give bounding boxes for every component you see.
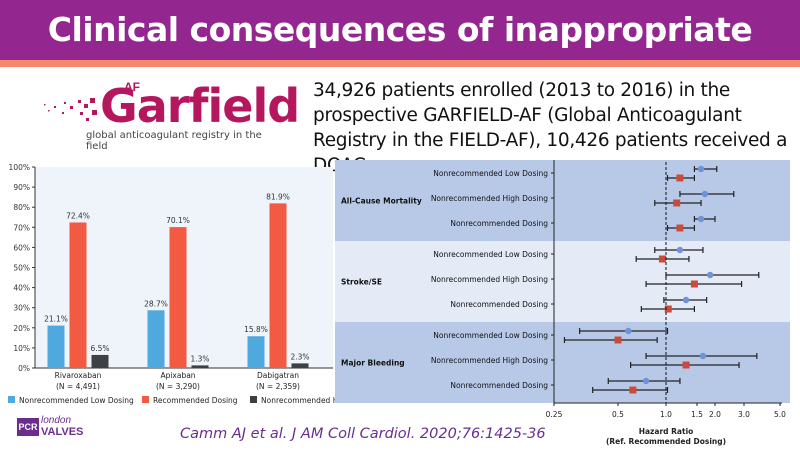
title-underline-strip <box>0 60 800 67</box>
pcr-london-text: london <box>41 415 72 426</box>
logo-particles-icon <box>44 98 97 121</box>
unadjusted-point <box>642 377 650 385</box>
group-band <box>335 322 790 403</box>
row-label: Nonrecommended Dosing <box>450 219 548 228</box>
dosing-bar-chart: 0% 10% 20% 30% 40% 50% 60% 70% 80% 90% 100% 21.1% 72… <box>8 163 335 405</box>
unadjusted-point <box>682 296 690 304</box>
bar <box>191 365 209 368</box>
adjusted-point <box>676 224 684 232</box>
adjusted-point <box>676 174 684 182</box>
legend-label: Nonrecommended High Dosing <box>261 396 335 405</box>
adjusted-point <box>673 199 681 207</box>
y-tick-label: 100% <box>9 163 30 172</box>
pcr-valves-text: VALVES <box>41 426 84 438</box>
bar <box>147 310 165 368</box>
citation: Camm AJ et al. J AM Coll Cardiol. 2020;7… <box>180 426 546 442</box>
logo-af-text: AF <box>124 80 140 94</box>
adjusted-point <box>658 255 666 263</box>
x-category-label: Dabigatran <box>257 371 299 380</box>
y-tick-label: 10% <box>13 344 30 353</box>
x-tick-label: 3.0 <box>738 410 750 419</box>
y-tick-label: 80% <box>13 203 30 212</box>
x-axis-subtitle: (Ref. Recommended Dosing) <box>606 437 726 446</box>
legend-swatch <box>8 396 15 403</box>
x-category-label: Rivaroxaban <box>55 371 102 380</box>
adjusted-point <box>614 336 622 344</box>
bar-value-label: 2.3% <box>290 352 309 361</box>
row-label: Nonrecommended High Dosing <box>431 356 548 365</box>
bar-value-label: 28.7% <box>144 299 168 308</box>
bar-value-label: 72.4% <box>66 211 90 220</box>
x-category-label: Apixaban <box>160 371 195 380</box>
x-tick-label: 0.25 <box>546 410 563 419</box>
bar-value-label: 15.8% <box>244 325 268 334</box>
x-tick-label: 0.5 <box>612 410 624 419</box>
logo-tagline: global anticoagulant registry in the fie… <box>86 130 262 152</box>
unadjusted-point <box>625 327 632 335</box>
row-label: Nonrecommended High Dosing <box>431 194 548 203</box>
row-label: Nonrecommended Low Dosing <box>433 169 548 178</box>
y-tick-label: 60% <box>13 243 30 252</box>
bar <box>269 203 287 368</box>
group-label: Major Bleeding <box>341 359 405 368</box>
y-tick-label: 50% <box>13 264 30 273</box>
bar-value-label: 70.1% <box>166 216 190 225</box>
y-tick-label: 20% <box>13 324 30 333</box>
group-band <box>335 160 790 241</box>
hazard-ratio-forest-plot: All-Cause Mortality Nonrecommended Low Do… <box>335 160 790 446</box>
y-tick-label: 30% <box>13 304 30 313</box>
adjusted-point <box>664 305 672 313</box>
bar <box>47 325 65 368</box>
unadjusted-point <box>676 246 684 254</box>
legend-label: Recommended Dosing <box>153 396 238 405</box>
bar <box>91 354 109 368</box>
unadjusted-point <box>697 215 705 223</box>
bar <box>291 363 309 368</box>
x-tick-label: 5.0 <box>774 410 786 419</box>
legend-label: Nonrecommended Low Dosing <box>19 396 134 405</box>
page-title: Clinical consequences of inappropriate d… <box>47 10 753 109</box>
y-tick-label: 70% <box>13 223 30 232</box>
bar-value-label: 21.1% <box>44 315 68 324</box>
bar-value-label: 6.5% <box>90 344 109 353</box>
row-label: Nonrecommended Dosing <box>450 381 548 390</box>
y-tick-label: 0% <box>18 364 30 373</box>
row-label: Nonrecommended Dosing <box>450 300 548 309</box>
adjusted-point <box>682 361 690 369</box>
x-axis-title: Hazard Ratio <box>639 427 694 436</box>
x-category-n: (N = 2,359) <box>256 382 300 391</box>
x-tick-label: 2.0 <box>709 410 721 419</box>
x-category-n: (N = 4,491) <box>56 382 100 391</box>
garfield-af-logo: AF Garfield global anticoagulant registr… <box>40 80 300 152</box>
y-tick-label: 40% <box>13 284 30 293</box>
logo-wordmark: Garfield <box>100 79 300 133</box>
bar <box>247 336 265 368</box>
x-category-n: (N = 3,290) <box>156 382 200 391</box>
x-tick-label: 1.5 <box>691 410 703 419</box>
pcr-london-valves-logo: PCR london VALVES <box>17 415 97 440</box>
bar-value-label: 81.9% <box>266 192 290 201</box>
bar <box>169 227 187 368</box>
legend-swatch <box>142 396 149 403</box>
row-label: Nonrecommended High Dosing <box>431 275 548 284</box>
x-tick-label: 1.0 <box>660 410 672 419</box>
legend-swatch <box>250 396 257 403</box>
group-band <box>335 241 790 322</box>
pcr-logo-box: PCR <box>17 418 39 436</box>
adjusted-point <box>690 280 698 288</box>
adjusted-point <box>629 386 637 394</box>
row-label: Nonrecommended Low Dosing <box>433 250 548 259</box>
unadjusted-point <box>699 352 707 360</box>
unadjusted-point <box>706 271 714 279</box>
title-bar <box>0 0 800 60</box>
unadjusted-point <box>701 190 709 198</box>
bar-value-label: 1.3% <box>190 354 209 363</box>
group-label: Stroke/SE <box>341 278 382 287</box>
row-label: Nonrecommended Low Dosing <box>433 331 548 340</box>
y-tick-label: 90% <box>13 183 30 192</box>
unadjusted-point <box>697 165 705 173</box>
group-label: All-Cause Mortality <box>341 197 422 206</box>
bar <box>69 222 87 368</box>
